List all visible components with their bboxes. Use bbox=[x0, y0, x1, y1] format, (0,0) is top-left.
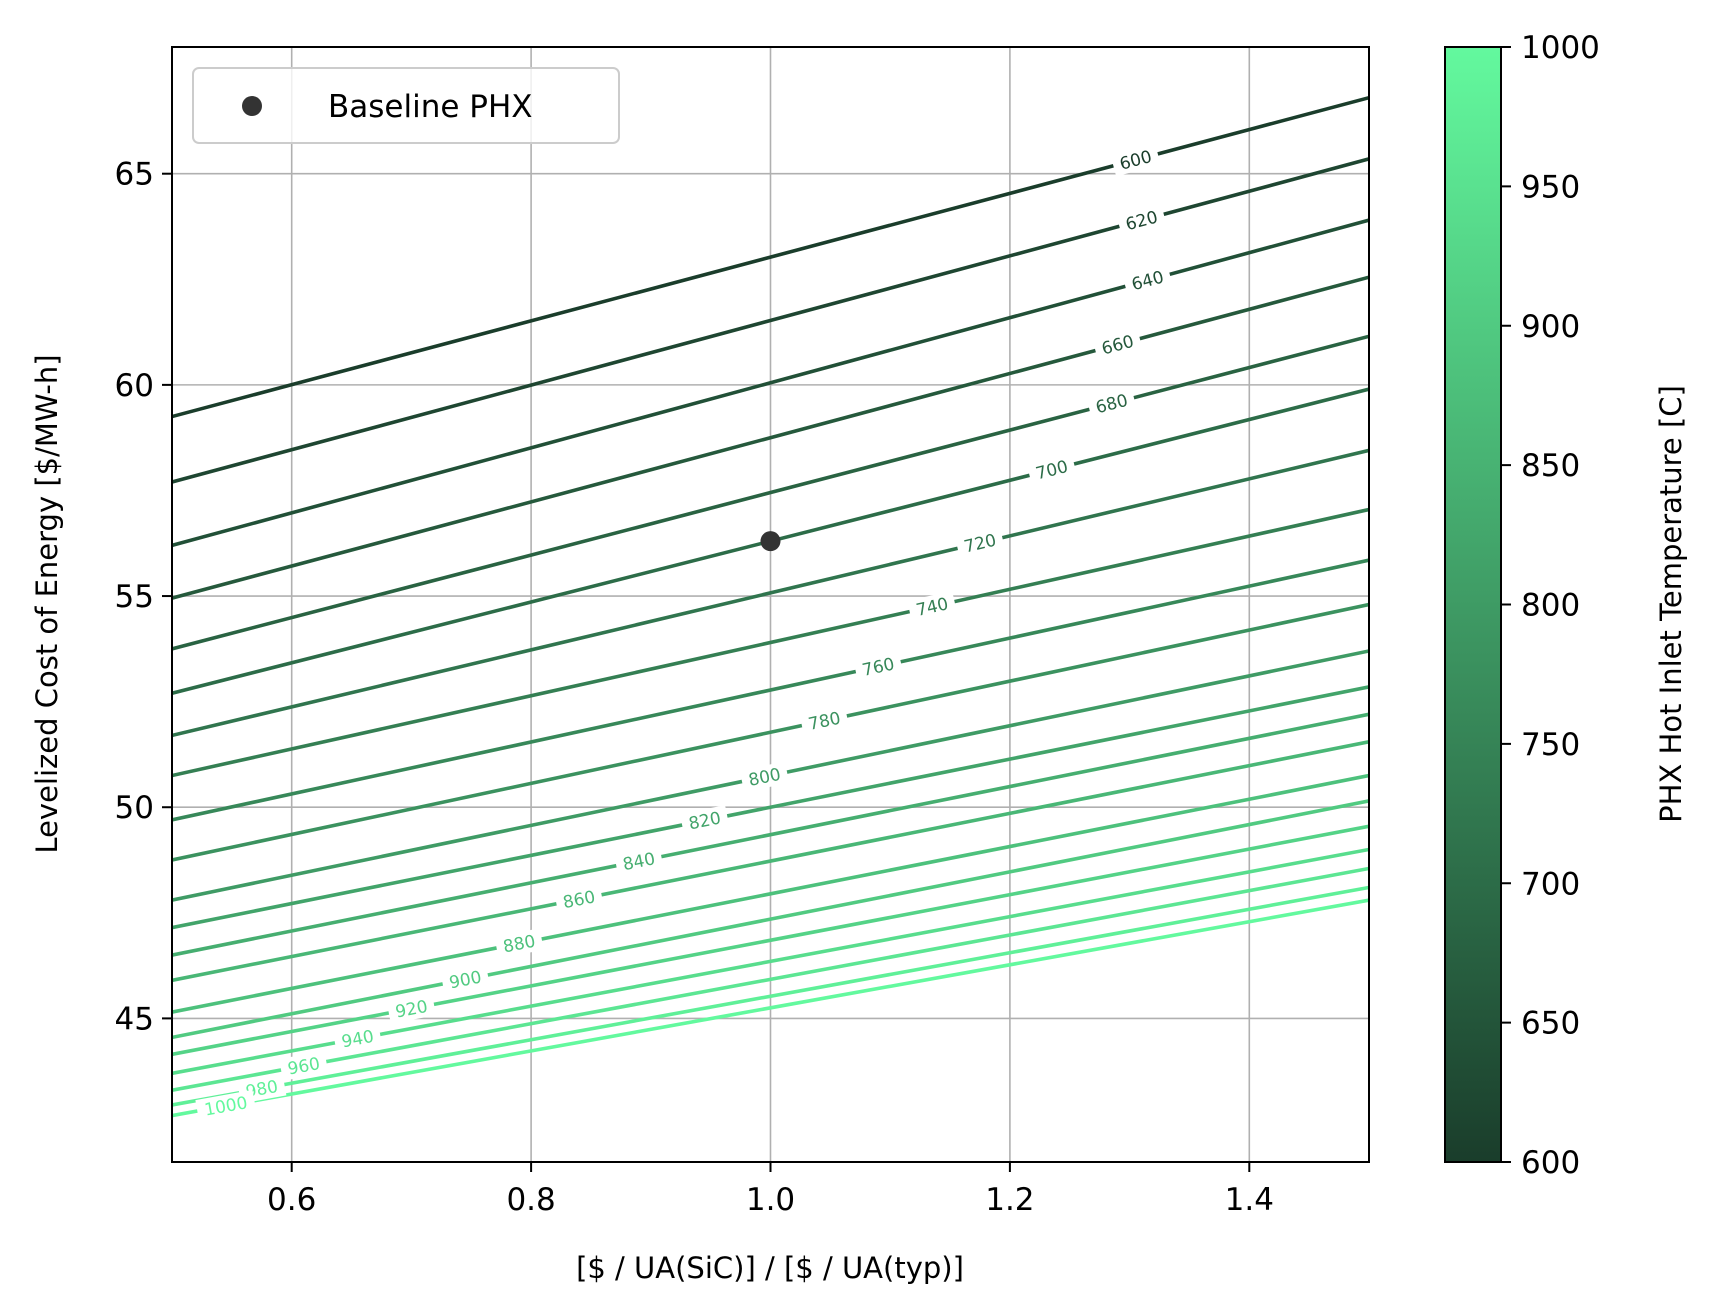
contour-label-background bbox=[614, 845, 664, 877]
contour-label-background bbox=[279, 1050, 329, 1081]
y-tick-label: 45 bbox=[115, 1001, 154, 1037]
colorbar-tick-label: 650 bbox=[1521, 1006, 1580, 1042]
contour-line-660 bbox=[172, 275, 1369, 600]
contour-label-background bbox=[494, 928, 544, 959]
colorbar-tick-label: 600 bbox=[1521, 1145, 1580, 1181]
contour-line-780 bbox=[172, 602, 1369, 862]
y-axis-label: Levelized Cost of Energy [$/MW-h] bbox=[30, 354, 64, 853]
colorbar-tick-label: 950 bbox=[1521, 169, 1580, 205]
contour-line-920 bbox=[172, 824, 1369, 1057]
contour-label-background bbox=[679, 805, 730, 836]
x-axis-ticks: 0.6 0.8 1.0 1.2 1.4 bbox=[267, 1162, 1274, 1218]
contour-label-background bbox=[739, 761, 790, 793]
baseline-phx-point bbox=[760, 531, 781, 552]
colorbar-tick-label: 900 bbox=[1521, 309, 1580, 345]
contour-line-980 bbox=[172, 885, 1369, 1107]
legend-marker-baseline bbox=[242, 96, 262, 116]
contour-line-860 bbox=[172, 739, 1369, 983]
colorbar-tick-label: 1000 bbox=[1521, 30, 1600, 66]
y-tick-label: 60 bbox=[115, 368, 154, 404]
x-tick-label: 1.4 bbox=[1225, 1182, 1274, 1218]
contour-line-960 bbox=[172, 866, 1369, 1092]
colorbar-tick-label: 800 bbox=[1521, 588, 1580, 624]
colorbar-gradient bbox=[1444, 46, 1502, 1163]
contour-label-group: 700 bbox=[1026, 453, 1077, 487]
legend-label-baseline: Baseline PHX bbox=[328, 89, 533, 125]
contour-line-900 bbox=[172, 799, 1369, 1040]
contour-label-background bbox=[332, 1023, 383, 1054]
contour-label-background bbox=[907, 590, 957, 623]
contour-label-background bbox=[554, 883, 604, 915]
y-tick-label: 65 bbox=[115, 157, 154, 193]
contour-line-680 bbox=[172, 334, 1369, 651]
colorbar-label: PHX Hot Inlet Temperature [C] bbox=[1654, 385, 1688, 823]
contour-label-group: 920 bbox=[386, 993, 437, 1024]
contour-label-background bbox=[799, 705, 850, 737]
contour-label-background bbox=[1122, 263, 1173, 297]
contour-label-group: 740 bbox=[907, 590, 957, 623]
x-tick-label: 1.2 bbox=[985, 1182, 1034, 1218]
x-tick-label: 0.8 bbox=[506, 1182, 555, 1218]
y-axis-ticks: 45 50 55 60 65 bbox=[115, 157, 172, 1037]
contour-label-group: 860 bbox=[554, 883, 604, 915]
contour-label-background bbox=[440, 964, 490, 995]
colorbar-tick-label: 850 bbox=[1521, 448, 1580, 484]
contour-label-background bbox=[195, 1089, 257, 1122]
contour-label-group: 840 bbox=[614, 845, 664, 877]
contour-label-group: 900 bbox=[440, 964, 490, 995]
x-tick-label: 1.0 bbox=[746, 1182, 795, 1218]
contour-label-background bbox=[1092, 328, 1143, 362]
colorbar: 600 650 700 750 800 850 900 950 1000 PHX Hot Inl… bbox=[1444, 30, 1688, 1181]
contour-label-background bbox=[1086, 387, 1137, 420]
y-tick-label: 55 bbox=[115, 579, 154, 615]
contour-line-880 bbox=[172, 773, 1369, 1014]
contour-line-820 bbox=[172, 685, 1369, 930]
contour-line-760 bbox=[172, 558, 1369, 822]
x-axis-label: [$ / UA(SiC)] / [$ / UA(typ)] bbox=[576, 1251, 964, 1285]
contour-label-background bbox=[386, 993, 437, 1024]
legend-box bbox=[192, 67, 620, 144]
colorbar-tick-label: 750 bbox=[1521, 727, 1580, 763]
x-tick-label: 0.6 bbox=[267, 1182, 316, 1218]
contour-label-background bbox=[1116, 203, 1167, 237]
contour-label-background bbox=[1110, 143, 1161, 177]
contour-label-background bbox=[1026, 453, 1077, 487]
legend: Baseline PHX bbox=[192, 67, 620, 144]
baseline-point-layer bbox=[760, 531, 781, 552]
contour-label-background bbox=[955, 526, 1005, 560]
colorbar-tick-label: 700 bbox=[1521, 866, 1580, 902]
contour-line-1000 bbox=[172, 898, 1369, 1118]
y-tick-label: 50 bbox=[115, 790, 154, 826]
contour-line-720 bbox=[172, 448, 1369, 738]
contour-label-background bbox=[853, 651, 904, 683]
contour-line-740 bbox=[172, 507, 1369, 778]
contour-label-group: 940 bbox=[332, 1023, 383, 1054]
contour-line-620 bbox=[172, 157, 1369, 484]
contour-line-840 bbox=[172, 712, 1369, 957]
colorbar-ticks: 600 650 700 750 800 850 900 950 1000 bbox=[1501, 30, 1600, 1181]
contour-line-600 bbox=[172, 95, 1369, 419]
